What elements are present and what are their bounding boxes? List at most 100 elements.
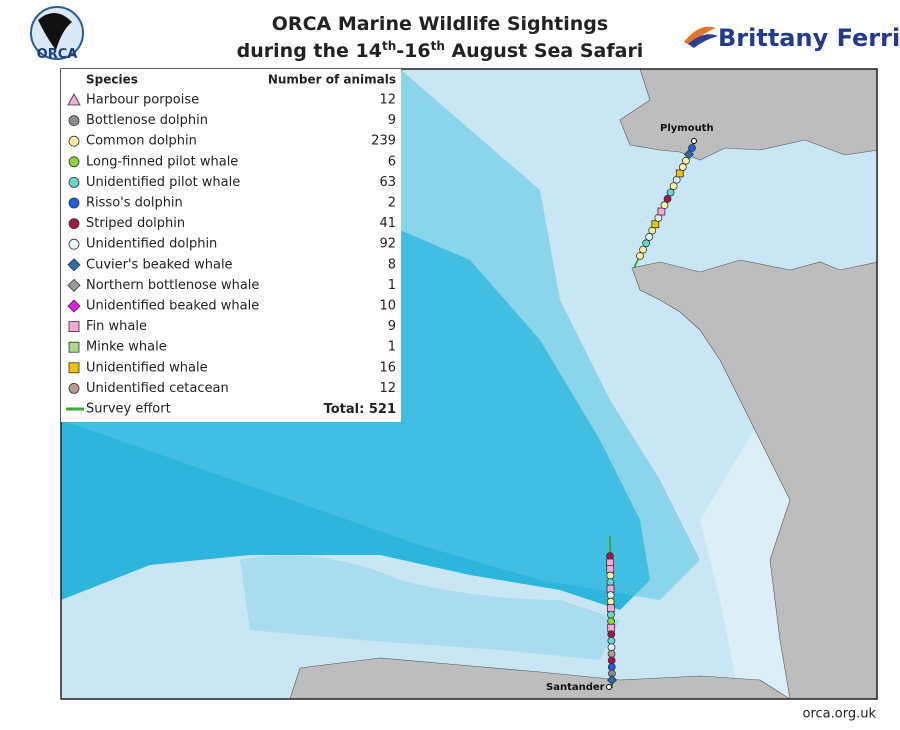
- marker: [67, 93, 81, 106]
- marker: [68, 176, 80, 188]
- animal-count: 239: [371, 134, 396, 149]
- animal-count: 8: [388, 257, 396, 272]
- total-label: Total:: [324, 402, 365, 417]
- animal-count: 6: [388, 154, 396, 169]
- marker: [606, 558, 615, 567]
- marker: [669, 182, 678, 191]
- animal-count: 16: [379, 360, 396, 375]
- animal-count: 92: [379, 237, 396, 252]
- marker: [651, 220, 660, 229]
- legend-box: [61, 69, 401, 422]
- marker: [68, 135, 80, 147]
- marker: [607, 656, 616, 665]
- species-name: Unidentified cetacean: [86, 381, 229, 396]
- legend-header: Species: [86, 73, 138, 87]
- marker: [607, 643, 616, 652]
- legend-header: Number of animals: [268, 73, 396, 87]
- animal-count: 10: [379, 299, 396, 314]
- animal-count: 9: [388, 113, 396, 128]
- marker: [636, 252, 644, 260]
- marker: [607, 617, 615, 626]
- footer-url: orca.org.uk: [803, 707, 877, 722]
- marker: [68, 382, 80, 394]
- marker: [678, 163, 687, 171]
- marker: [68, 218, 80, 230]
- orca-logo: ORCA: [30, 6, 84, 62]
- marker: [683, 149, 695, 160]
- animal-count: 12: [379, 381, 396, 396]
- species-name: Unidentified whale: [86, 360, 208, 375]
- animal-count: 1: [388, 278, 396, 293]
- animal-count: 9: [388, 319, 396, 334]
- marker: [606, 552, 614, 560]
- marker: [68, 156, 80, 168]
- total-value: 521: [369, 402, 396, 417]
- place-label: Santander: [546, 682, 605, 693]
- marker: [645, 233, 654, 241]
- species-name: Unidentified pilot whale: [86, 175, 240, 190]
- species-name: Minke whale: [86, 340, 167, 355]
- animal-count: 63: [379, 175, 396, 190]
- marker: [663, 194, 672, 203]
- marker: [68, 115, 80, 126]
- marker: [68, 341, 80, 353]
- marker: [68, 362, 80, 374]
- marker: [67, 299, 81, 313]
- subtitle-part: th: [431, 39, 445, 53]
- sponsor-name: Brittany Ferries: [718, 24, 900, 52]
- marker: [606, 674, 618, 686]
- marker: [639, 245, 647, 254]
- marker: [68, 197, 80, 209]
- species-name: Common dolphin: [86, 134, 197, 149]
- marker: [660, 201, 669, 210]
- marker: [654, 213, 663, 222]
- subtitle-part: -16: [396, 40, 430, 62]
- species-name: Northern bottlenose whale: [86, 278, 259, 293]
- subtitle-part: during the 14: [237, 40, 382, 62]
- marker: [68, 238, 80, 250]
- marker: [67, 278, 81, 292]
- marker: [681, 156, 690, 165]
- marker: [67, 258, 81, 272]
- species-name: Unidentified dolphin: [86, 237, 217, 252]
- marker: [606, 604, 615, 613]
- marker: [607, 623, 616, 632]
- marker: [606, 578, 615, 587]
- marker: [606, 591, 615, 600]
- subtitle-part: August Sea Safari: [445, 40, 643, 62]
- species-name: Risso's dolphin: [86, 196, 183, 211]
- marker: [607, 663, 616, 671]
- marker: [642, 239, 651, 248]
- animal-count: 12: [379, 93, 396, 108]
- species-name: Cuvier's beaked whale: [86, 257, 233, 272]
- species-name: Long-finned pilot whale: [86, 154, 238, 169]
- marker: [606, 565, 615, 573]
- marker: [606, 597, 615, 606]
- effort-label: Survey effort: [86, 402, 171, 417]
- marker: [688, 144, 696, 152]
- species-name: Unidentified beaked whale: [86, 299, 259, 314]
- animal-count: 41: [379, 216, 396, 231]
- title: ORCA Marine Wildlife Sightings: [272, 13, 608, 35]
- marker: [675, 169, 684, 178]
- marker: [607, 630, 616, 639]
- marker: [68, 321, 80, 333]
- marker: [606, 571, 615, 580]
- marker: [607, 610, 615, 619]
- species-name: Bottlenose dolphin: [86, 113, 208, 128]
- marker: [606, 584, 615, 593]
- subtitle-part: th: [382, 39, 396, 53]
- marker: [607, 636, 616, 645]
- marker: [657, 207, 666, 216]
- logo-text: ORCA: [37, 47, 78, 62]
- animal-count: 1: [388, 340, 396, 355]
- total: Total: 521: [324, 402, 396, 417]
- marker: [666, 188, 675, 197]
- species-name: Striped dolphin: [86, 216, 185, 231]
- animal-count: 2: [388, 196, 396, 211]
- place-label: Plymouth: [660, 123, 714, 134]
- marker: [672, 175, 681, 184]
